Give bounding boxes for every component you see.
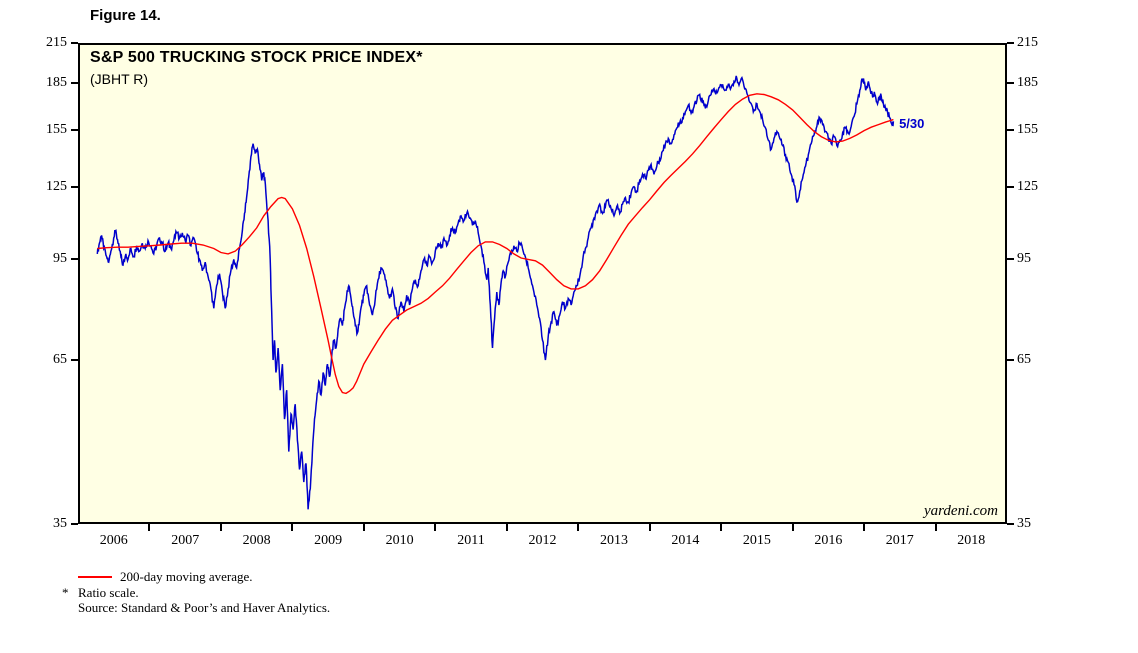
y-axis-label-right: 35 — [1017, 516, 1031, 531]
watermark: yardeni.com — [923, 503, 998, 519]
x-axis-year-label: 2008 — [242, 533, 271, 548]
x-axis-tick — [505, 524, 508, 531]
legend-label: 200-day moving average. — [120, 569, 253, 584]
y-axis-label-left: 95 — [53, 251, 67, 267]
x-axis-year-label: 2017 — [885, 533, 914, 548]
x-axis-tick — [863, 524, 866, 531]
y-axis-tick-left — [71, 81, 78, 84]
x-axis-tick — [148, 524, 151, 531]
y-axis-label-left: 65 — [53, 351, 67, 367]
y-axis-label-right: 215 — [1017, 35, 1038, 50]
y-axis-tick-left — [71, 358, 78, 361]
source-line: Source: Standard & Poor’s and Haver Anal… — [78, 600, 331, 615]
plot-area: S&P 500 TRUCKING STOCK PRICE INDEX* (JBH… — [78, 43, 1007, 524]
y-axis-tick-right — [1007, 523, 1014, 525]
last-date-annotation: 5/30 — [899, 115, 925, 131]
figure-label: Figure 14. — [90, 7, 161, 24]
x-axis-tick — [434, 524, 437, 531]
x-axis-year-label: 2007 — [171, 533, 200, 548]
x-axis-year-label: 2018 — [957, 533, 986, 548]
y-axis-tick-left — [71, 128, 78, 131]
y-axis-tick-left — [71, 42, 78, 44]
y-axis-tick-right — [1007, 81, 1014, 84]
footnote-asterisk: * — [62, 585, 69, 600]
x-axis-tick — [219, 524, 222, 531]
y-axis-label-left: 155 — [46, 121, 67, 137]
x-axis-year-label: 2013 — [599, 533, 628, 548]
red-line-legend-swatch — [78, 575, 112, 578]
x-axis-tick — [291, 524, 294, 531]
x-axis-year-label: 2011 — [457, 533, 485, 548]
y-axis-tick-right — [1007, 358, 1014, 361]
x-axis-tick — [648, 524, 651, 531]
x-axis-year-label: 2015 — [742, 533, 771, 548]
price-chart-svg — [78, 43, 1007, 524]
y-axis-label-right: 125 — [1017, 178, 1038, 194]
y-axis-tick-left — [71, 258, 78, 261]
y-axis-label-left: 185 — [46, 74, 67, 90]
x-axis-year-label: 2012 — [528, 533, 557, 548]
y-axis-label-left: 215 — [46, 35, 67, 50]
y-axis-label-left: 35 — [53, 516, 67, 531]
x-axis-tick — [362, 524, 365, 531]
y-axis-tick-right — [1007, 185, 1014, 188]
y-axis-label-left: 125 — [46, 178, 67, 194]
x-axis-tick — [720, 524, 723, 531]
footnote-text: Ratio scale. — [78, 585, 139, 600]
x-axis-year-label: 2009 — [314, 533, 343, 548]
y-axis-label-right: 65 — [1017, 351, 1031, 367]
x-axis-tick — [791, 524, 794, 531]
y-axis-tick-left — [71, 185, 78, 188]
x-axis-year-label: 2006 — [99, 533, 128, 548]
chart-title: S&P 500 TRUCKING STOCK PRICE INDEX* — [90, 49, 423, 66]
y-axis-tick-left — [71, 523, 78, 525]
x-axis-year-label: 2014 — [671, 533, 700, 548]
y-axis-label-right: 155 — [1017, 121, 1038, 137]
y-axis-label-right: 95 — [1017, 251, 1031, 267]
x-axis-tick — [577, 524, 580, 531]
x-axis-year-label: 2016 — [814, 533, 843, 548]
chart-subtitle: (JBHT R) — [90, 71, 149, 87]
y-axis-tick-right — [1007, 128, 1014, 131]
legend-row: 200-day moving average. — [78, 569, 252, 584]
y-axis-tick-right — [1007, 258, 1014, 261]
ratio-scale-footnote: * Ratio scale. — [62, 585, 139, 600]
y-axis-tick-right — [1007, 42, 1014, 44]
x-axis-tick — [934, 524, 937, 531]
y-axis-label-right: 185 — [1017, 74, 1038, 90]
x-axis-year-label: 2010 — [385, 533, 414, 548]
